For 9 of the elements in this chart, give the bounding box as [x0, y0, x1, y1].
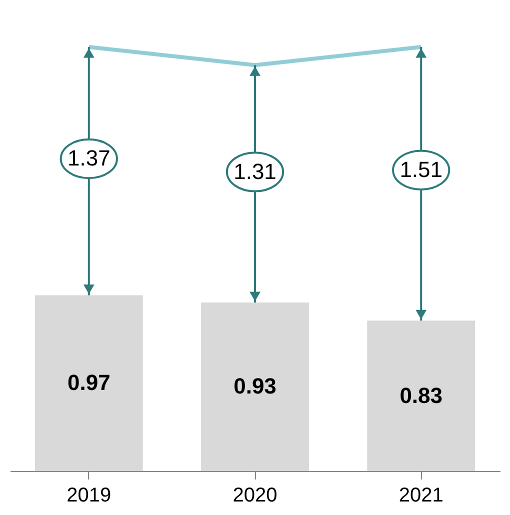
x-tick-label: 2020: [232, 484, 278, 506]
x-tick-label: 2021: [398, 484, 444, 506]
x-tick-label: 2019: [66, 484, 112, 506]
annotation: 1.31: [234, 158, 276, 184]
data-label: 0.97: [67, 370, 110, 396]
annotation: 1.37: [67, 146, 110, 171]
data-label: 0.83: [400, 382, 443, 408]
data-label: 0.93: [234, 374, 276, 399]
annotation: 1.51: [400, 157, 443, 182]
